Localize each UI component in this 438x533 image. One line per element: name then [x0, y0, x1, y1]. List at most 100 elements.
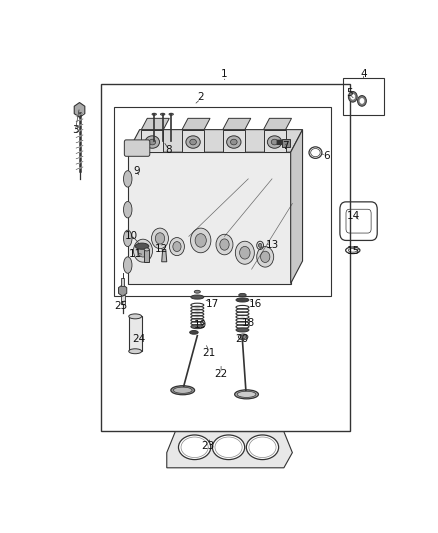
Ellipse shape — [145, 136, 159, 148]
Bar — [343, 78, 384, 115]
Bar — [114, 107, 332, 296]
Ellipse shape — [236, 298, 249, 302]
Circle shape — [348, 92, 357, 102]
Circle shape — [235, 241, 254, 264]
Ellipse shape — [149, 139, 155, 145]
Ellipse shape — [239, 293, 246, 297]
Ellipse shape — [124, 171, 132, 187]
Text: 11: 11 — [129, 249, 142, 259]
Ellipse shape — [186, 136, 200, 148]
Text: 7: 7 — [282, 141, 289, 151]
Ellipse shape — [124, 230, 132, 247]
Bar — [282, 140, 290, 147]
Circle shape — [351, 94, 355, 99]
Text: 4: 4 — [360, 69, 367, 79]
Circle shape — [138, 244, 148, 257]
Ellipse shape — [191, 325, 204, 329]
Text: 6: 6 — [323, 151, 330, 161]
Circle shape — [360, 99, 364, 103]
Text: 22: 22 — [215, 369, 228, 379]
Text: 14: 14 — [347, 211, 360, 221]
Text: 13: 13 — [265, 239, 279, 249]
Bar — [120, 295, 125, 304]
Polygon shape — [223, 118, 251, 130]
Bar — [145, 249, 149, 262]
Circle shape — [170, 238, 184, 256]
Ellipse shape — [160, 113, 165, 115]
FancyBboxPatch shape — [124, 140, 150, 156]
Text: 12: 12 — [155, 245, 168, 254]
Circle shape — [195, 233, 206, 247]
Text: 17: 17 — [206, 299, 219, 309]
Text: 8: 8 — [165, 145, 172, 155]
Ellipse shape — [271, 139, 278, 145]
Bar — [129, 317, 141, 351]
Polygon shape — [128, 152, 291, 284]
Ellipse shape — [230, 139, 237, 145]
Ellipse shape — [124, 257, 132, 273]
Text: 9: 9 — [133, 166, 140, 176]
Text: ■: ■ — [276, 139, 282, 145]
Ellipse shape — [194, 290, 200, 293]
Polygon shape — [182, 130, 204, 152]
Ellipse shape — [190, 330, 198, 334]
Polygon shape — [167, 432, 293, 468]
Text: 25: 25 — [114, 301, 127, 311]
Circle shape — [216, 235, 233, 255]
Ellipse shape — [235, 390, 258, 399]
Circle shape — [257, 247, 274, 267]
Circle shape — [357, 95, 366, 106]
Text: 16: 16 — [248, 299, 261, 309]
Text: 24: 24 — [132, 334, 145, 344]
Ellipse shape — [215, 437, 242, 457]
Ellipse shape — [124, 201, 132, 218]
Bar — [121, 278, 124, 286]
Polygon shape — [128, 130, 303, 152]
Ellipse shape — [246, 435, 279, 459]
Circle shape — [220, 239, 229, 250]
Polygon shape — [264, 118, 292, 130]
Polygon shape — [141, 118, 170, 130]
Circle shape — [240, 246, 250, 259]
Ellipse shape — [267, 136, 282, 148]
Ellipse shape — [129, 314, 141, 319]
Ellipse shape — [237, 391, 256, 398]
Circle shape — [134, 239, 152, 262]
Circle shape — [152, 228, 169, 248]
Ellipse shape — [169, 113, 173, 115]
Polygon shape — [264, 130, 286, 152]
Text: 19: 19 — [194, 320, 207, 329]
Ellipse shape — [240, 335, 246, 339]
Ellipse shape — [135, 243, 149, 249]
Text: 23: 23 — [201, 441, 214, 451]
Polygon shape — [291, 130, 303, 284]
Text: 21: 21 — [202, 348, 216, 358]
Ellipse shape — [191, 295, 204, 299]
Circle shape — [258, 243, 262, 247]
Text: 5: 5 — [346, 88, 353, 98]
Ellipse shape — [173, 387, 192, 393]
Bar — [131, 150, 292, 276]
Polygon shape — [162, 249, 167, 262]
Circle shape — [261, 251, 270, 262]
Ellipse shape — [212, 435, 245, 459]
Ellipse shape — [171, 386, 194, 395]
Circle shape — [191, 228, 211, 253]
Text: 15: 15 — [347, 246, 360, 256]
Ellipse shape — [226, 136, 241, 148]
Text: 2: 2 — [198, 92, 204, 102]
Text: 20: 20 — [235, 334, 248, 344]
Text: 10: 10 — [124, 231, 138, 241]
Text: 3: 3 — [72, 125, 78, 135]
Circle shape — [155, 233, 165, 244]
Ellipse shape — [181, 437, 208, 457]
Circle shape — [173, 241, 181, 252]
Text: 18: 18 — [242, 318, 255, 327]
Ellipse shape — [178, 435, 211, 459]
Bar — [101, 84, 350, 431]
Text: 1: 1 — [221, 69, 228, 79]
Ellipse shape — [190, 139, 196, 145]
Polygon shape — [141, 130, 163, 152]
Ellipse shape — [152, 113, 156, 115]
Ellipse shape — [249, 437, 276, 457]
